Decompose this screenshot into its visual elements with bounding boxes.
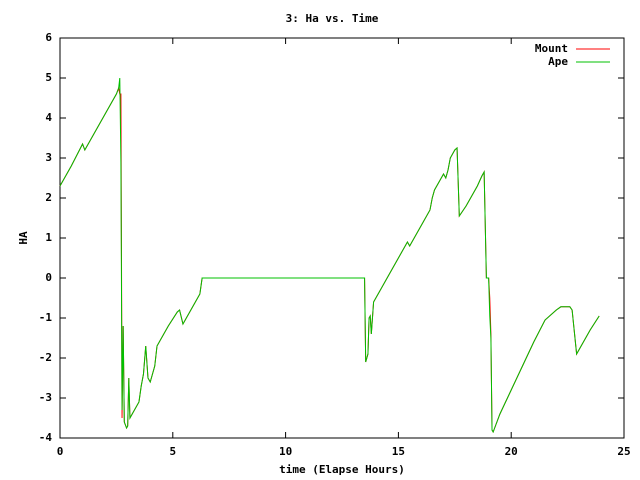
y-tick-label: 0: [45, 271, 52, 284]
data-line: [59, 77, 600, 434]
legend-label: Ape: [548, 55, 568, 68]
x-tick-label: 25: [617, 445, 630, 458]
y-tick-label: 3: [45, 151, 52, 164]
x-axis-label: time (Elapse Hours): [279, 463, 405, 476]
x-tick-label: 20: [505, 445, 518, 458]
x-tick-label: 5: [169, 445, 176, 458]
y-tick-label: 1: [45, 231, 52, 244]
legend-label: Mount: [535, 42, 568, 55]
y-tick-label: 6: [45, 31, 52, 44]
y-tick-label: 5: [45, 71, 52, 84]
y-axis-label: HA: [17, 231, 30, 245]
x-tick-label: 0: [57, 445, 64, 458]
x-tick-label: 15: [392, 445, 405, 458]
y-tick-label: -3: [39, 391, 52, 404]
plot-frame: [59, 37, 625, 439]
chart-title: 3: Ha vs. Time: [286, 12, 379, 25]
y-tick-label: -1: [39, 311, 53, 324]
y-tick-label: 4: [45, 111, 52, 124]
x-tick-label: 10: [279, 445, 292, 458]
y-tick-label: 2: [45, 191, 52, 204]
y-tick-label: -4: [39, 431, 53, 444]
y-tick-label: -2: [39, 351, 52, 364]
data-line: [59, 86, 600, 434]
